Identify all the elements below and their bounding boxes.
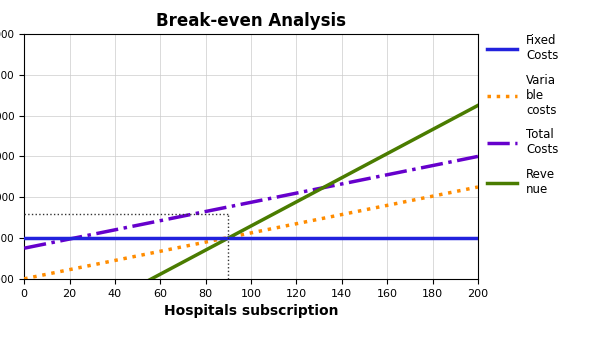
Total
Costs: [474, 154, 482, 158]
Fixed
Costs: [290, 236, 298, 240]
Fixed
Costs: [463, 236, 471, 240]
Fixed
Costs: [393, 236, 400, 240]
Varia
ble
costs: [463, 187, 471, 191]
Total
Costs: [21, 246, 28, 250]
Reve
nue: [393, 147, 400, 151]
Total
Costs: [239, 202, 246, 206]
Legend: Fixed
Costs, Varia
ble
costs, Total
Costs, Reve
nue: Fixed Costs, Varia ble costs, Total Cost…: [483, 29, 563, 201]
Title: Break-even Analysis: Break-even Analysis: [156, 12, 346, 30]
Fixed
Costs: [239, 236, 246, 240]
Varia
ble
costs: [266, 227, 273, 231]
Varia
ble
costs: [290, 222, 298, 226]
Varia
ble
costs: [393, 202, 400, 206]
Line: Reve
nue: Reve nue: [24, 105, 478, 340]
Fixed
Costs: [236, 236, 243, 240]
Fixed
Costs: [474, 236, 482, 240]
Line: Total
Costs: Total Costs: [24, 156, 478, 248]
Fixed
Costs: [266, 236, 273, 240]
Reve
nue: [239, 228, 246, 233]
Total
Costs: [266, 197, 273, 201]
X-axis label: Hospitals subscription: Hospitals subscription: [164, 304, 338, 318]
Fixed
Costs: [21, 236, 28, 240]
Total
Costs: [236, 203, 243, 207]
Varia
ble
costs: [239, 233, 246, 237]
Reve
nue: [266, 214, 273, 218]
Total
Costs: [290, 191, 298, 196]
Varia
ble
costs: [474, 185, 482, 189]
Reve
nue: [474, 103, 482, 107]
Reve
nue: [290, 201, 298, 205]
Reve
nue: [463, 109, 471, 113]
Varia
ble
costs: [236, 233, 243, 237]
Varia
ble
costs: [21, 277, 28, 281]
Total
Costs: [393, 171, 400, 175]
Total
Costs: [463, 156, 471, 160]
Reve
nue: [236, 230, 243, 234]
Line: Varia
ble
costs: Varia ble costs: [24, 187, 478, 279]
